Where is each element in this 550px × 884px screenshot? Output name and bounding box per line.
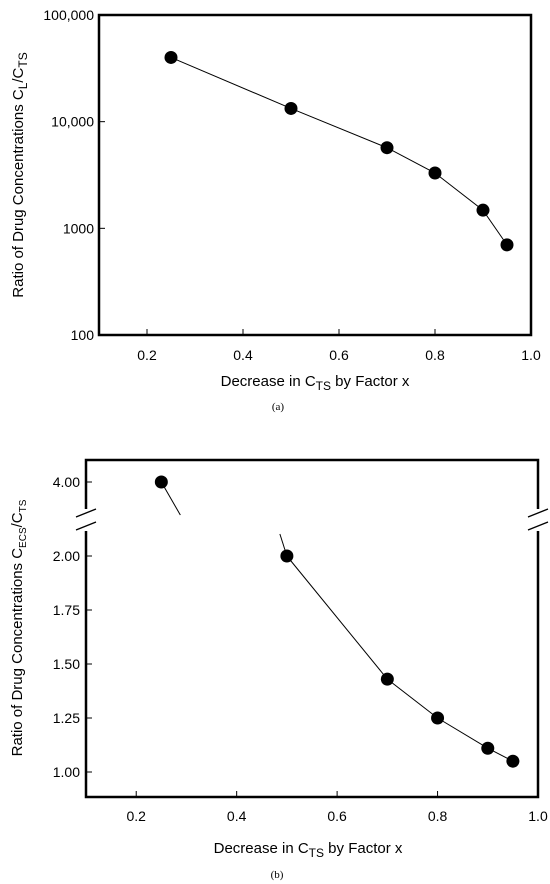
panel-b-chart: 0.2 0.4 0.6 0.8 1.01.001.251.501.752.004.00 … bbox=[9, 458, 549, 881]
panel-b-data-point bbox=[481, 741, 495, 755]
panel-b-axis-break-left bbox=[75, 508, 97, 531]
panel-a-series-line bbox=[170, 56, 508, 246]
panel-a-data-point bbox=[284, 101, 298, 115]
panel-b-y-tick-label: 2.00 bbox=[53, 548, 80, 564]
panel-b-y-tick-label: 1.75 bbox=[53, 602, 80, 618]
panel-b-y-tick-label: 1.25 bbox=[53, 710, 80, 726]
panel-a-y-tick-label: 100 bbox=[71, 327, 95, 343]
panel-b-x-axis-label: Decrease in CTS by Factor x bbox=[214, 840, 403, 860]
panel-a-x-tick-label: 0.8 bbox=[425, 347, 445, 363]
panel-b-plot-frame bbox=[84, 458, 540, 799]
panel-b-x-tick-label: 0.4 bbox=[227, 808, 247, 824]
panel-a-y-tick-label: 100,000 bbox=[43, 7, 94, 23]
panel-a-y-axis-label: Ratio of Drug Concentrations CL/CTS bbox=[10, 52, 30, 297]
panel-a-x-tick-label: 0.4 bbox=[233, 347, 253, 363]
panel-b-x-tick-label: 0.6 bbox=[327, 808, 347, 824]
panel-a-caption: (a) bbox=[272, 401, 285, 413]
panel-b-x-tick-label: 0.2 bbox=[126, 808, 146, 824]
panel-b-data-point bbox=[154, 475, 168, 489]
panel-a-x-axis-label: Decrease in CTS by Factor x bbox=[221, 373, 410, 393]
panel-b-x-tick-label: 0.8 bbox=[428, 808, 448, 824]
panel-b-data-point bbox=[431, 711, 445, 725]
panel-a-data-point bbox=[164, 50, 178, 64]
panel-a-data-point bbox=[428, 166, 442, 180]
panel-a-plot-frame bbox=[97, 13, 533, 337]
panel-b-x-tick-label: 1.0 bbox=[528, 808, 548, 824]
panel-b-data-point bbox=[280, 549, 294, 563]
panel-b-axis-break-right bbox=[527, 508, 549, 531]
panel-a-data-point bbox=[476, 203, 490, 217]
panel-b-data-point bbox=[380, 672, 394, 686]
panel-a-y-tick-label: 1000 bbox=[63, 220, 94, 236]
panel-a-data-point bbox=[380, 141, 394, 155]
panel-b-y-tick-label: 1.50 bbox=[53, 656, 80, 672]
panel-b-series-line bbox=[286, 555, 514, 762]
panel-a-y-tick-label: 10,000 bbox=[51, 114, 94, 130]
panel-b-caption: (b) bbox=[271, 869, 284, 881]
panel-a-x-tick-label: 0.6 bbox=[329, 347, 349, 363]
panel-b-y-axis-label: Ratio of Drug Concentrations CECS/CTS bbox=[9, 499, 29, 756]
panel-b-y-tick-label: 4.00 bbox=[53, 474, 80, 490]
panel-a-chart: 0.2 0.4 0.6 0.8 1.0 100 1000 10,000 100,000 Decr… bbox=[10, 7, 541, 413]
panel-a-x-tick-label: 0.2 bbox=[137, 347, 157, 363]
panel-a-data-point bbox=[500, 238, 514, 252]
panel-b-y-tick-label: 1.00 bbox=[53, 764, 80, 780]
panel-a-x-tick-label: 1.0 bbox=[521, 347, 541, 363]
panel-b-data-point bbox=[506, 754, 520, 768]
